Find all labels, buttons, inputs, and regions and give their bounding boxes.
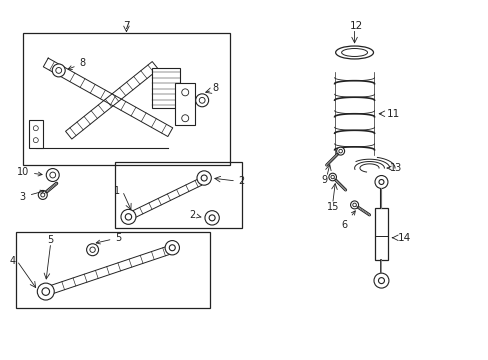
Circle shape	[86, 244, 99, 256]
Circle shape	[350, 201, 358, 209]
Circle shape	[52, 64, 65, 77]
Bar	[175, 84, 195, 125]
Circle shape	[338, 149, 342, 153]
Text: 12: 12	[349, 21, 363, 31]
Bar	[16, 232, 210, 307]
Circle shape	[378, 180, 383, 184]
Circle shape	[169, 245, 175, 251]
Circle shape	[125, 214, 131, 220]
Text: 8: 8	[212, 84, 218, 93]
Text: 14: 14	[397, 233, 410, 243]
Circle shape	[201, 175, 207, 181]
Text: 5: 5	[47, 235, 54, 245]
Ellipse shape	[341, 49, 367, 57]
Circle shape	[42, 288, 49, 295]
Bar	[29, 120, 42, 148]
Circle shape	[336, 147, 344, 155]
Bar	[152, 68, 180, 108]
Circle shape	[374, 176, 387, 189]
Circle shape	[90, 247, 95, 252]
Bar	[115, 162, 242, 228]
Circle shape	[38, 190, 47, 199]
Text: 6: 6	[341, 211, 355, 230]
Circle shape	[197, 171, 211, 185]
Text: 2: 2	[238, 176, 244, 186]
Circle shape	[328, 173, 336, 181]
Circle shape	[121, 210, 136, 224]
Circle shape	[182, 89, 188, 96]
Circle shape	[165, 240, 179, 255]
Circle shape	[195, 94, 208, 107]
Text: 15: 15	[326, 202, 338, 212]
Circle shape	[373, 273, 388, 288]
Ellipse shape	[335, 46, 373, 59]
Circle shape	[352, 203, 356, 207]
Circle shape	[46, 168, 59, 181]
Text: 7: 7	[123, 21, 129, 31]
Text: 2: 2	[189, 210, 201, 220]
Circle shape	[41, 193, 45, 197]
Text: 1: 1	[114, 186, 120, 196]
Text: 4: 4	[10, 256, 16, 266]
Text: 10: 10	[17, 167, 42, 177]
Circle shape	[37, 283, 54, 300]
Text: 3: 3	[20, 190, 44, 202]
Polygon shape	[65, 62, 158, 139]
Text: 8: 8	[68, 58, 85, 69]
Text: 5: 5	[96, 233, 122, 244]
Polygon shape	[44, 246, 171, 296]
Circle shape	[33, 138, 38, 143]
Polygon shape	[43, 58, 172, 136]
Polygon shape	[126, 179, 202, 220]
Text: 9: 9	[321, 175, 327, 185]
Circle shape	[204, 211, 219, 225]
Text: 13: 13	[386, 163, 402, 173]
Circle shape	[56, 68, 61, 73]
Circle shape	[209, 215, 215, 221]
Bar	[23, 32, 229, 165]
Bar	[374, 208, 387, 260]
Circle shape	[182, 115, 188, 122]
Circle shape	[199, 98, 204, 103]
Circle shape	[378, 278, 384, 284]
Text: 11: 11	[386, 109, 399, 119]
Circle shape	[330, 175, 334, 179]
Circle shape	[50, 172, 56, 178]
Circle shape	[33, 126, 38, 131]
